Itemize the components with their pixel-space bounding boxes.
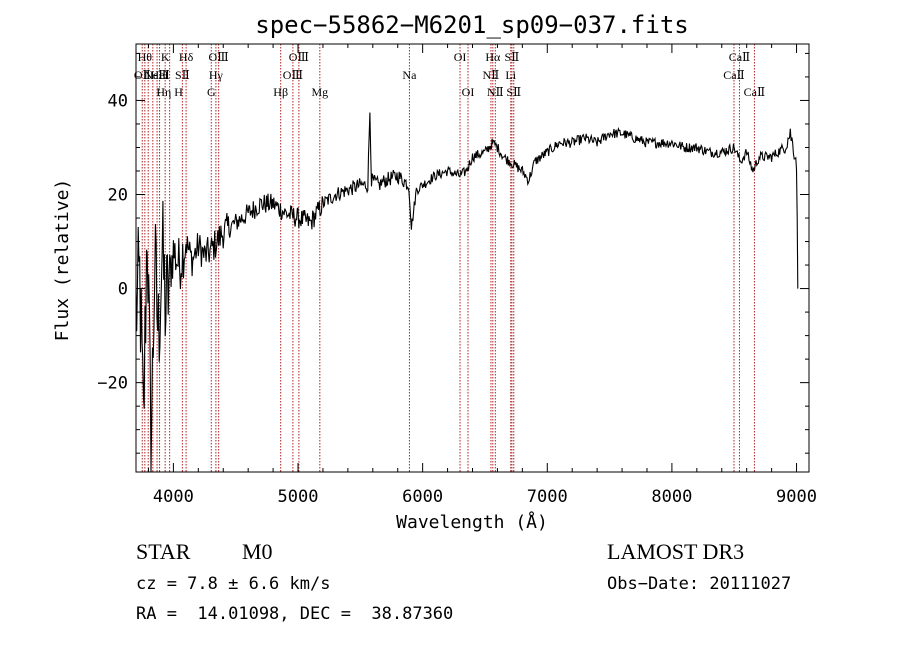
redshift-info: cz = 7.8 ± 6.6 km/s <box>136 574 331 594</box>
object-class: STAR <box>136 539 191 564</box>
line-marker-label-24: SⅡ <box>504 50 519 64</box>
line-marker-label-8: SⅡ <box>175 68 190 82</box>
line-marker-label-13: Hβ <box>273 85 288 99</box>
x-tick-label-5: 9000 <box>776 487 817 507</box>
line-marker-label-7: Hη H <box>156 85 183 99</box>
x-tick-label-2: 6000 <box>402 487 443 507</box>
plot-frame <box>135 43 810 473</box>
observation-date: Obs−Date: 20111027 <box>607 574 792 594</box>
line-marker-label-25: SⅡ <box>506 85 521 99</box>
line-marker-label-27: CaⅡ <box>729 50 751 64</box>
y-axis-label: Flux (relative) <box>52 179 73 342</box>
line-marker-label-19: OΙ <box>462 85 475 99</box>
line-marker-label-21: Hα <box>485 50 501 64</box>
x-axis-label: Wavelength (Å) <box>396 511 548 533</box>
x-axis-ticks: 4000 5000 6000 7000 8000 9000 <box>147 44 817 507</box>
line-marker-label-18: OΙ <box>454 50 467 64</box>
line-marker-label-26: CaⅡ <box>723 68 745 82</box>
chart-title: spec−55862−M6201_sp09−037.fits <box>255 11 688 39</box>
line-marker-label-11: Hγ <box>209 68 224 82</box>
y-tick-label-3: 40 <box>108 91 128 111</box>
y-axis-ticks: −20 0 20 40 <box>97 52 809 454</box>
spectral-line-markers <box>141 44 755 472</box>
line-marker-label-16: Mg <box>311 85 328 99</box>
survey-name: LAMOST DR3 <box>607 539 745 564</box>
line-marker-label-12: OⅢ <box>209 50 229 64</box>
line-marker-label-20: NⅡ <box>483 68 500 82</box>
x-tick-label-1: 5000 <box>278 487 319 507</box>
y-tick-label-1: 0 <box>118 280 128 300</box>
line-marker-label-23: Li <box>505 68 516 82</box>
line-marker-label-5: HeΙ <box>151 68 169 82</box>
y-tick-label-0: −20 <box>97 374 128 394</box>
line-marker-label-10: G <box>207 85 216 99</box>
line-marker-label-6: K <box>161 50 170 64</box>
x-tick-label-0: 4000 <box>153 487 194 507</box>
flux-series-line <box>135 112 799 473</box>
line-marker-label-1: Hθ <box>138 50 153 64</box>
line-marker-label-15: OⅢ <box>289 50 309 64</box>
line-marker-label-22: NⅡ <box>487 85 504 99</box>
coordinates: RA = 14.01098, DEC = 38.87360 <box>136 604 454 624</box>
line-marker-label-28: CaⅡ <box>744 85 766 99</box>
x-tick-label-4: 8000 <box>651 487 692 507</box>
line-marker-label-17: Na <box>402 68 417 82</box>
line-marker-label-0: OⅡ <box>134 68 151 82</box>
line-marker-label-9: Hδ <box>179 50 194 64</box>
object-subclass: M0 <box>242 539 273 564</box>
line-marker-label-4: NeⅢ <box>144 68 170 82</box>
y-tick-label-2: 20 <box>108 186 128 206</box>
x-tick-label-3: 7000 <box>527 487 568 507</box>
line-marker-label-14: OⅢ <box>283 68 303 82</box>
